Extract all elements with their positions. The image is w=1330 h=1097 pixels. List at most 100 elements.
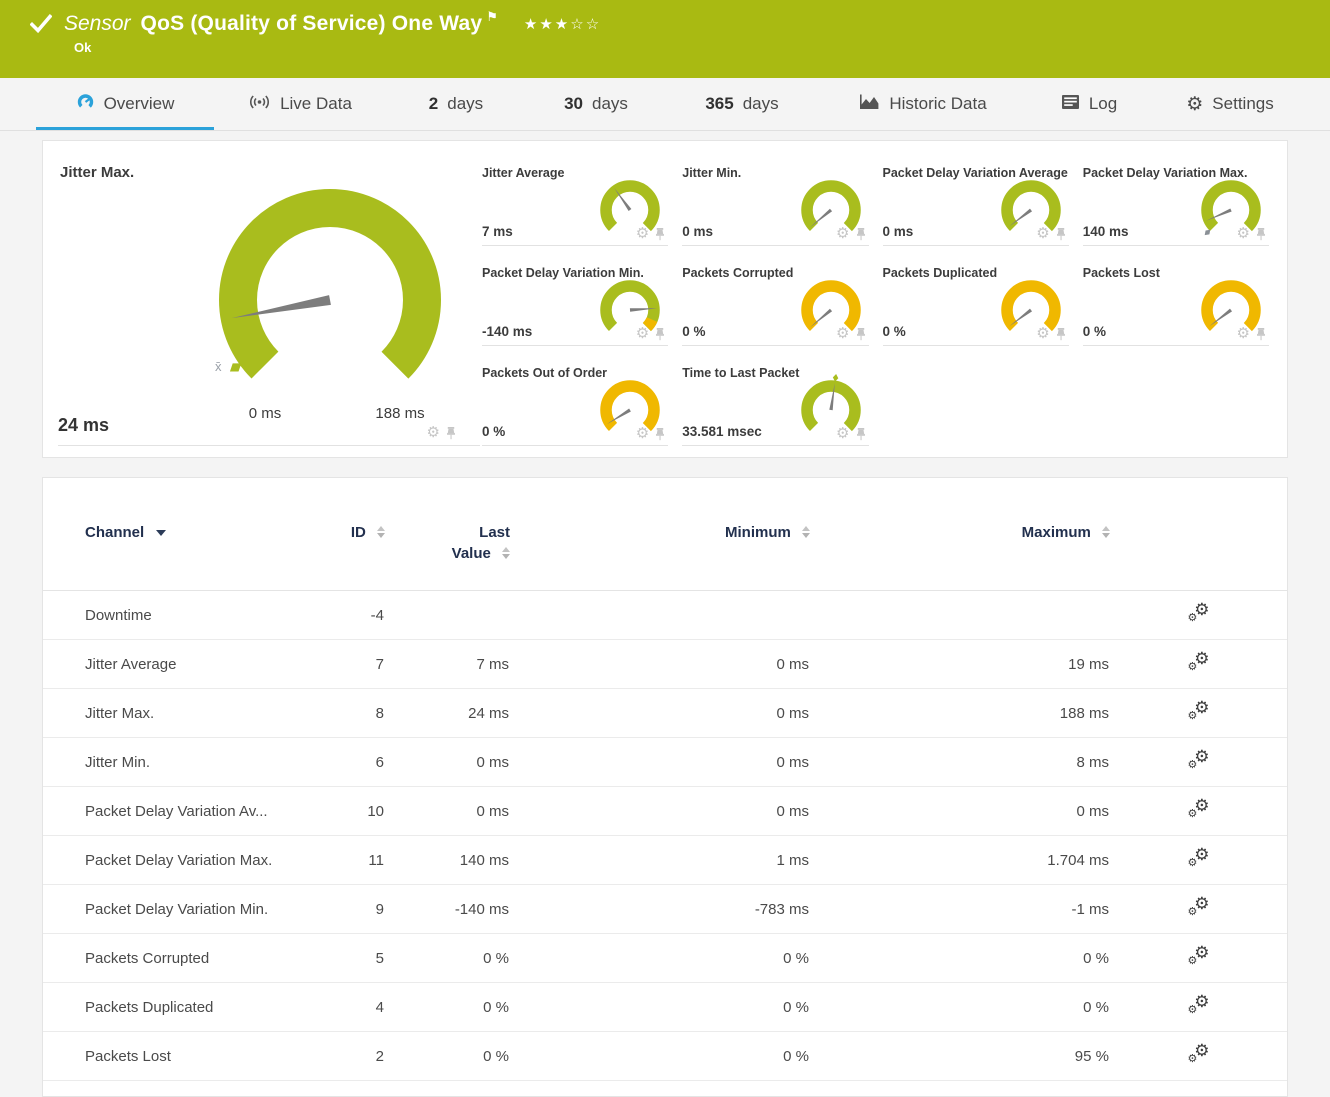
channel-settings-gear-icon[interactable]: ⚙ ⚙ xyxy=(1187,992,1210,1016)
channel-name[interactable]: Jitter Min. xyxy=(43,737,320,787)
channel-name[interactable]: Jitter Average xyxy=(43,639,320,689)
channel-settings-gear-icon[interactable]: ⚙ ⚙ xyxy=(1187,698,1210,722)
pin-icon[interactable] xyxy=(654,427,666,441)
gauge-arc-jitter-min xyxy=(800,180,861,240)
pin-icon[interactable] xyxy=(1055,327,1067,341)
pin-icon[interactable] xyxy=(1255,327,1267,341)
gauge-packet-delay-variation-min: Packet Delay Variation Min. -140 ms ⚙ xyxy=(480,266,680,346)
pin-icon[interactable] xyxy=(855,427,867,441)
sort-arrows-icon[interactable] xyxy=(502,547,510,560)
column-header-maximum[interactable]: Maximum xyxy=(810,478,1110,591)
gauge-packets-lost: Packets Lost 0 % ⚙ xyxy=(1081,266,1281,346)
channel-minimum: 0 ms xyxy=(510,786,810,836)
tab-30-days[interactable]: 30 days xyxy=(526,78,666,130)
gauge-value: 0 % xyxy=(482,424,506,439)
channel-id: 4 xyxy=(320,982,385,1032)
gear-icon[interactable]: ⚙ xyxy=(836,325,850,342)
gear-icon[interactable]: ⚙ xyxy=(836,225,850,242)
channel-maximum: 19 ms xyxy=(810,639,1110,689)
tab-log[interactable]: Log xyxy=(1028,78,1150,130)
tab-label: days xyxy=(742,94,779,113)
priority-stars[interactable]: ★★★☆☆ xyxy=(523,16,602,33)
channel-name[interactable]: Packet Delay Variation Av... xyxy=(43,786,320,836)
gear-icon[interactable]: ⚙ xyxy=(1036,225,1050,242)
pin-icon[interactable] xyxy=(654,227,666,241)
channel-name[interactable]: Packets Duplicated xyxy=(43,982,320,1032)
channel-name[interactable]: Packet Delay Variation Min. xyxy=(43,884,320,934)
column-header-last-value[interactable]: Last Value xyxy=(385,478,510,591)
gear-icon[interactable]: ⚙ xyxy=(1236,225,1250,242)
gauge-actions: ⚙ xyxy=(636,226,666,241)
sort-caret-icon[interactable] xyxy=(156,530,167,537)
gear-icon[interactable]: ⚙ xyxy=(426,424,440,441)
channel-settings-gear-icon[interactable]: ⚙ ⚙ xyxy=(1187,649,1210,673)
channel-actions: ⚙ ⚙ xyxy=(1110,688,1287,738)
column-header-minimum[interactable]: Minimum xyxy=(510,478,810,591)
pin-icon[interactable] xyxy=(855,327,867,341)
pin-icon[interactable] xyxy=(855,227,867,241)
sort-arrows-icon[interactable] xyxy=(1102,526,1110,539)
gauge-arc-jitter-average xyxy=(600,180,660,240)
channel-name[interactable]: Jitter Max. xyxy=(43,688,320,738)
gauge-time-to-last-packet: Time to Last Packet 33.581 msec ⚙ xyxy=(680,366,880,446)
gear-icon[interactable]: ⚙ xyxy=(836,425,850,442)
channel-maximum: 8 ms xyxy=(810,737,1110,787)
gauge-value: 0 % xyxy=(882,324,906,339)
tab-historic-data[interactable]: Historic Data xyxy=(818,78,1028,130)
gauge-packet-delay-variation-max: Packet Delay Variation Max. 140 ms ⚙ xyxy=(1081,166,1281,246)
channel-settings-gear-icon[interactable]: ⚙ ⚙ xyxy=(1187,1041,1210,1065)
channel-minimum: 0 ms xyxy=(510,639,810,689)
channel-minimum: 1 ms xyxy=(510,835,810,885)
gauge-actions: ⚙ xyxy=(636,326,666,341)
gauge-actions: ⚙ xyxy=(836,226,866,241)
tab-live-data[interactable]: Live Data xyxy=(214,78,386,130)
pin-icon[interactable] xyxy=(654,327,666,341)
channel-id: -4 xyxy=(320,590,385,640)
sensor-title: QoS (Quality of Service) One Way xyxy=(140,12,483,35)
channel-name[interactable]: Packets Corrupted xyxy=(43,933,320,983)
gauge-actions: ⚙ xyxy=(836,426,866,441)
tab-overview[interactable]: Overview xyxy=(36,78,214,130)
pin-icon[interactable] xyxy=(1055,227,1067,241)
gear-icon[interactable]: ⚙ xyxy=(1236,325,1250,342)
gear-icon[interactable]: ⚙ xyxy=(1036,325,1050,342)
pin-icon[interactable] xyxy=(1255,227,1267,241)
tab-365-days[interactable]: 365 days xyxy=(666,78,818,130)
tab-label: Log xyxy=(1088,94,1118,113)
channel-name[interactable]: Packets Lost xyxy=(43,1031,320,1081)
channel-row-packets-lost: Packets Lost 2 0 % 0 % 95 % ⚙ ⚙ xyxy=(43,1031,1287,1081)
gear-icon[interactable]: ⚙ xyxy=(635,425,650,442)
column-header-id[interactable]: ID xyxy=(320,478,385,591)
gauge-title: Packets Duplicated xyxy=(882,266,998,280)
gear-icon[interactable]: ⚙ xyxy=(635,225,650,242)
channel-last-value: 7 ms xyxy=(385,639,510,689)
gear-icon[interactable]: ⚙ xyxy=(635,325,650,342)
channel-actions: ⚙ ⚙ xyxy=(1110,835,1287,885)
tab-settings[interactable]: ⚙ Settings xyxy=(1150,78,1310,130)
channel-settings-gear-icon[interactable]: ⚙ ⚙ xyxy=(1187,747,1210,771)
sensor-header: Sensor QoS (Quality of Service) One Way … xyxy=(0,0,1330,78)
tab-number: 365 xyxy=(705,94,734,113)
channel-maximum: 188 ms xyxy=(810,688,1110,738)
channel-settings-gear-icon[interactable]: ⚙ ⚙ xyxy=(1187,600,1210,624)
channel-name[interactable]: Packet Delay Variation Max. xyxy=(43,835,320,885)
pin-icon[interactable] xyxy=(445,426,457,440)
flag-icon[interactable] xyxy=(486,9,498,25)
gauge-title: Packet Delay Variation Max. xyxy=(1082,166,1248,180)
tab-2-days[interactable]: 2 days xyxy=(386,78,526,130)
sort-down-icon xyxy=(802,533,810,539)
column-header-channel[interactable]: Channel xyxy=(43,478,320,591)
sort-arrows-icon[interactable] xyxy=(802,526,810,539)
sort-arrows-icon[interactable] xyxy=(377,526,385,539)
channel-settings-gear-icon[interactable]: ⚙ ⚙ xyxy=(1187,943,1210,967)
channel-maximum: 0 % xyxy=(810,933,1110,983)
channel-minimum: 0 ms xyxy=(510,737,810,787)
gauge-value: 0 ms xyxy=(882,224,914,239)
channel-last-value: 24 ms xyxy=(385,688,510,738)
primary-gauge-section: Jitter Max. x̄ 0 ms 188 ms 24 ms ⚙ xyxy=(43,141,480,457)
gear-icon: ⚙ xyxy=(1186,93,1204,115)
channel-settings-gear-icon[interactable]: ⚙ ⚙ xyxy=(1187,894,1210,918)
channel-settings-gear-icon[interactable]: ⚙ ⚙ xyxy=(1187,796,1210,820)
channel-settings-gear-icon[interactable]: ⚙ ⚙ xyxy=(1187,845,1210,869)
channel-name[interactable]: Downtime xyxy=(43,590,320,640)
